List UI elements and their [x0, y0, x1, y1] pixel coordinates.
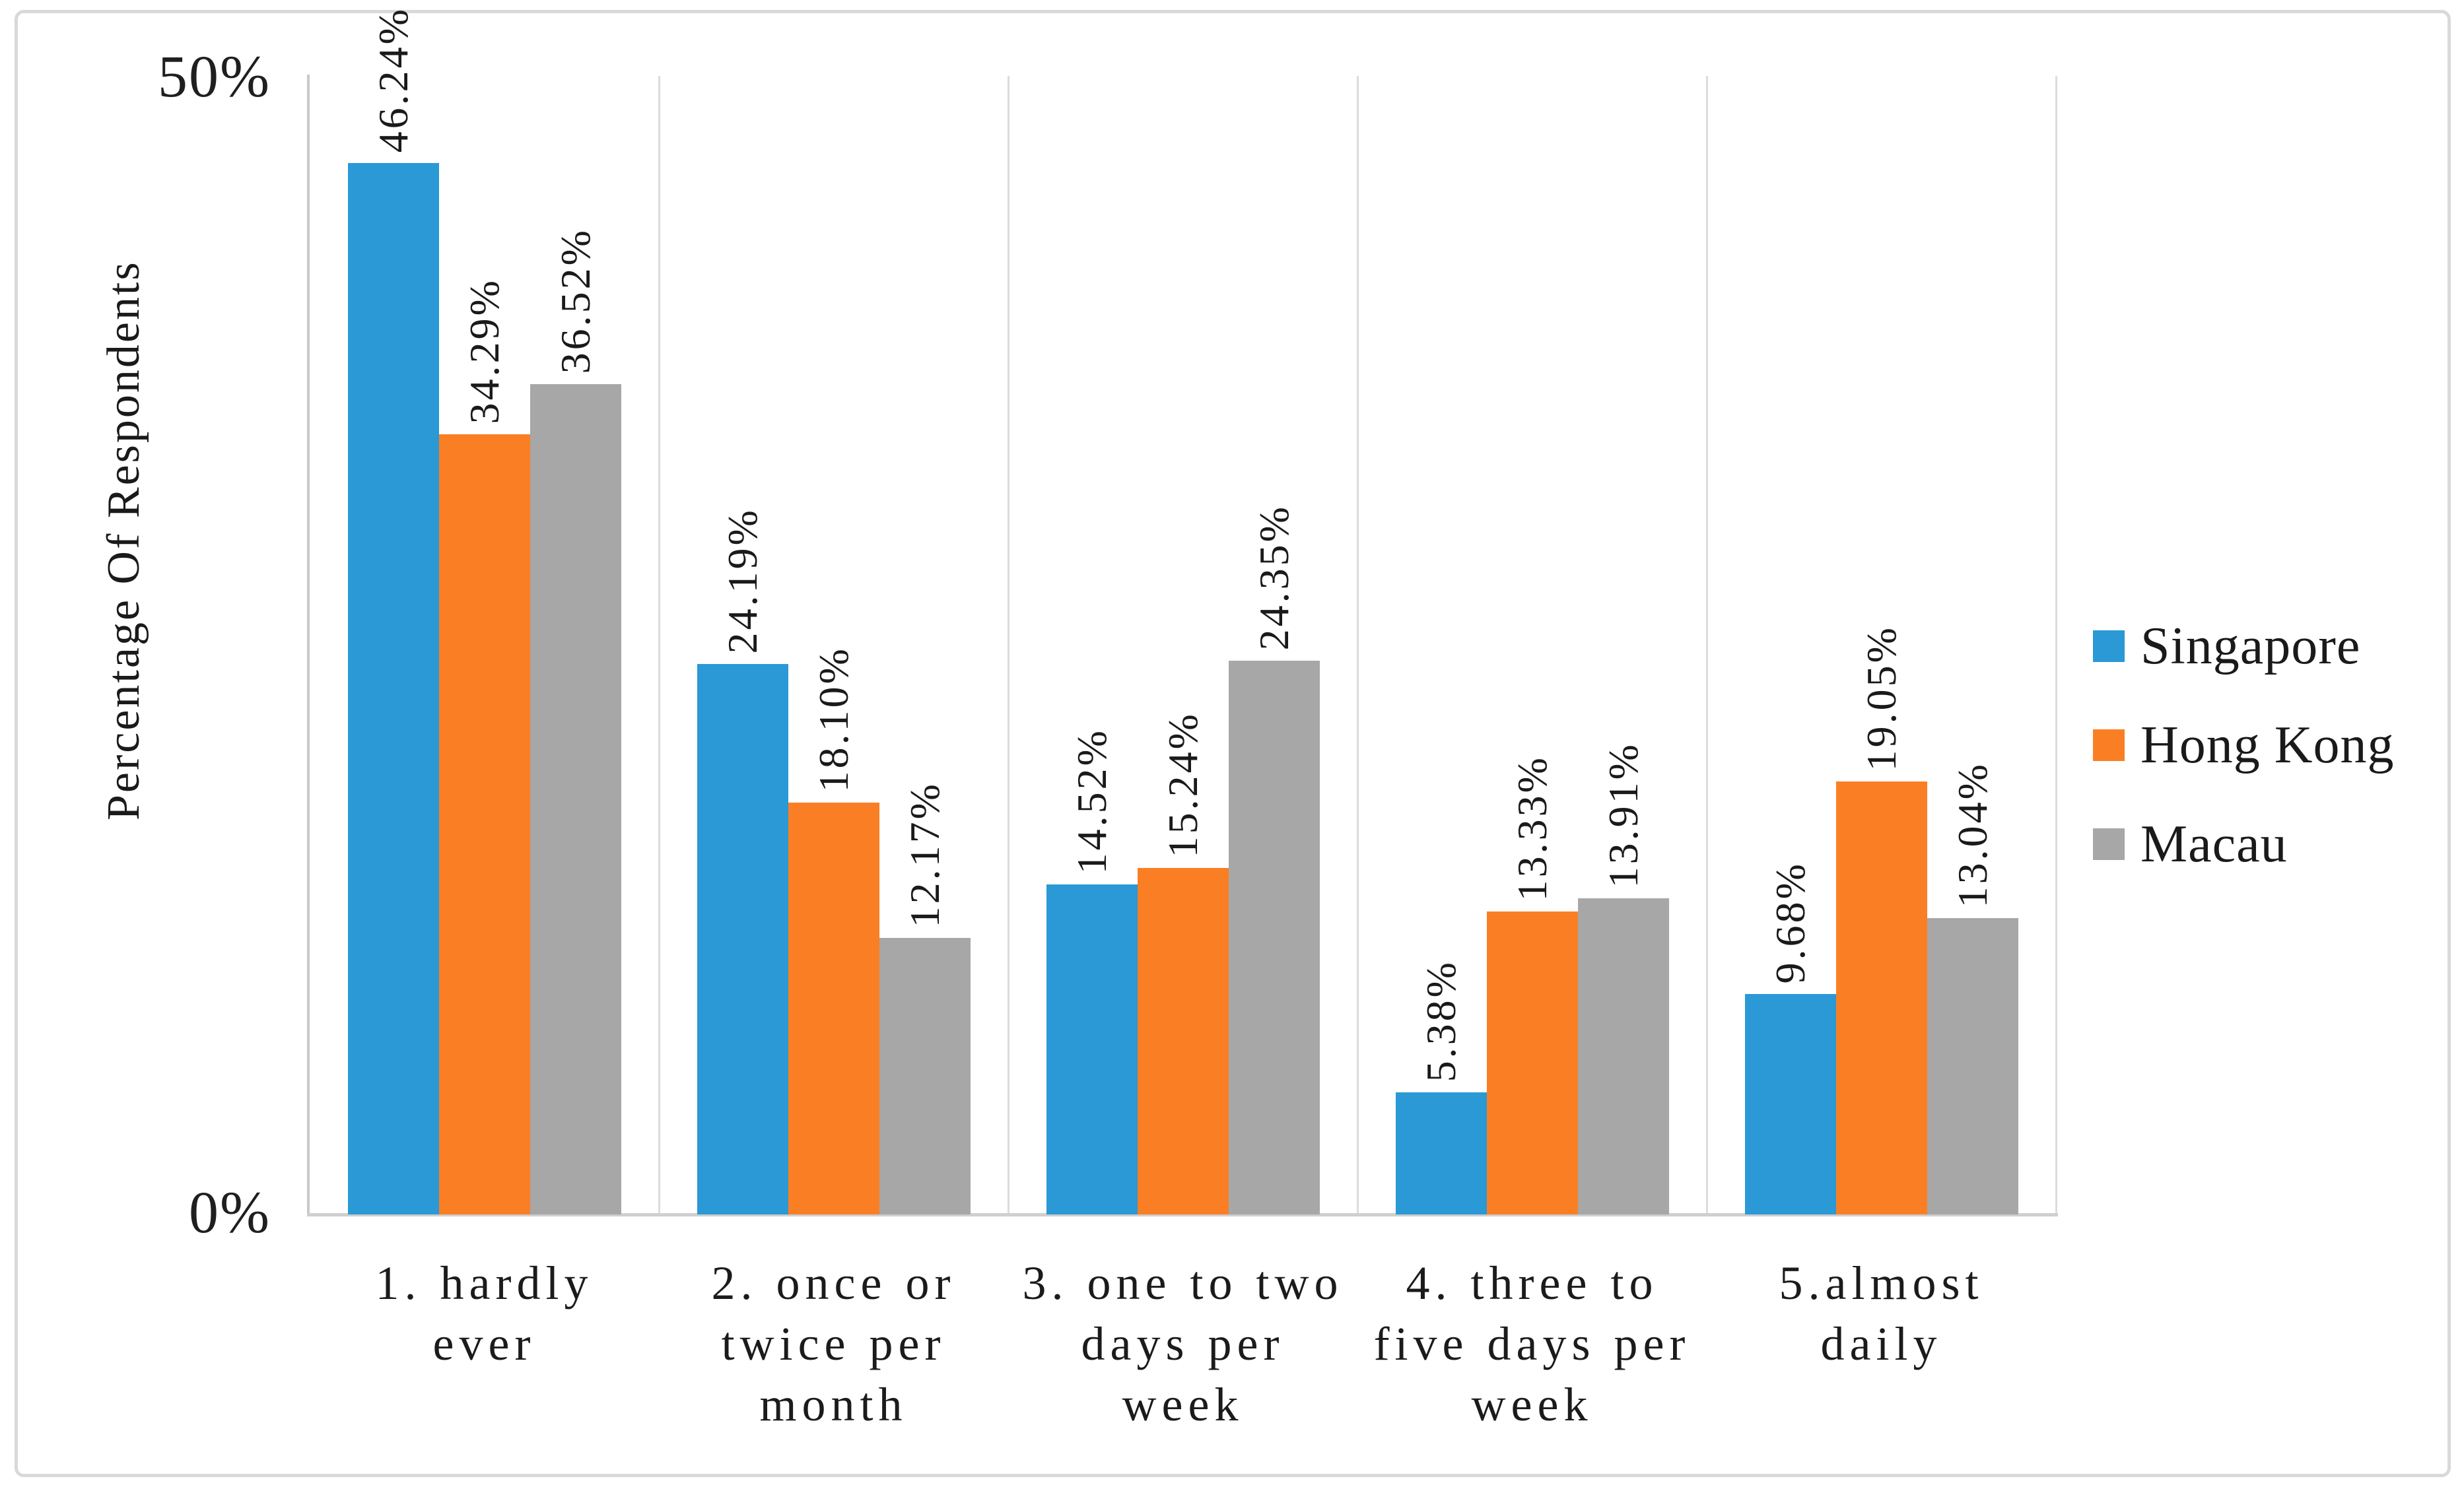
- bar-hong-kong-cat4: [1487, 912, 1578, 1214]
- legend-label: Singapore: [2140, 616, 2361, 675]
- legend-swatch-icon: [2093, 729, 2125, 761]
- legend-swatch-icon: [2093, 630, 2125, 662]
- data-label-hong-kong-cat4: 13.33%: [1509, 754, 1556, 901]
- x-category-label-2: 2. once or twice per month: [711, 1257, 956, 1431]
- bar-singapore-cat3: [1046, 884, 1138, 1214]
- x-category-label-4: 4. three to five days per week: [1373, 1257, 1691, 1431]
- bar-macau-cat3: [1229, 661, 1320, 1214]
- bar-macau-cat2: [879, 938, 971, 1214]
- category-separator-line: [658, 76, 660, 1214]
- data-label-hong-kong-cat2: 18.10%: [810, 646, 857, 792]
- y-tick-label-min: 0%: [189, 1180, 271, 1245]
- bar-hong-kong-cat3: [1138, 868, 1229, 1214]
- category-separator-line: [1357, 76, 1359, 1214]
- legend-item-singapore: Singapore: [2093, 617, 2360, 675]
- legend-label: Hong Kong: [2140, 715, 2395, 774]
- legend-label: Macau: [2140, 814, 2288, 873]
- bar-singapore-cat2: [697, 664, 788, 1214]
- legend-item-macau: Macau: [2093, 815, 2288, 873]
- plot-area: 46.24% 34.29% 36.52% 24.19% 18.10% 12.17% 14.5…: [310, 7, 2056, 1214]
- bar-singapore-cat4: [1396, 1092, 1487, 1214]
- data-label-macau-cat5: 13.04%: [1949, 761, 1996, 908]
- data-label-macau-cat2: 12.17%: [901, 781, 948, 927]
- data-label-singapore-cat4: 5.38%: [1418, 959, 1464, 1082]
- category-separator-line: [1706, 76, 1708, 1214]
- y-axis-line: [307, 75, 310, 1216]
- bar-hong-kong-cat5: [1836, 781, 1927, 1214]
- x-category-label-3: 3. one to two days per week: [1022, 1257, 1344, 1431]
- data-label-singapore-cat5: 9.68%: [1767, 861, 1814, 983]
- bar-macau-cat5: [1927, 918, 2018, 1214]
- x-category-label-5: 5.almost daily: [1779, 1257, 1984, 1370]
- bar-singapore-cat5: [1745, 994, 1836, 1214]
- legend-item-hong-kong: Hong Kong: [2093, 716, 2395, 774]
- bar-hong-kong-cat1: [439, 434, 530, 1214]
- bar-hong-kong-cat2: [788, 803, 879, 1214]
- data-label-singapore-cat1: 46.24%: [370, 6, 417, 152]
- category-separator-line: [1008, 76, 1010, 1214]
- y-axis-title: Percentage Of Respondents: [98, 260, 149, 820]
- x-axis-line: [307, 1213, 2058, 1216]
- y-tick-label-max: 50%: [158, 44, 271, 110]
- bar-macau-cat1: [530, 384, 621, 1214]
- data-label-hong-kong-cat5: 19.05%: [1858, 624, 1905, 771]
- data-label-hong-kong-cat3: 15.24%: [1159, 711, 1206, 857]
- bar-macau-cat4: [1578, 898, 1669, 1214]
- plot-right-border: [2055, 76, 2057, 1214]
- data-label-hong-kong-cat1: 34.29%: [461, 277, 508, 424]
- data-label-macau-cat3: 24.35%: [1250, 504, 1297, 650]
- legend-swatch-icon: [2093, 828, 2125, 860]
- x-category-label-1: 1. hardly ever: [375, 1257, 594, 1370]
- bar-singapore-cat1: [348, 163, 439, 1214]
- data-label-macau-cat1: 36.52%: [552, 227, 599, 374]
- data-label-macau-cat4: 13.91%: [1600, 741, 1647, 888]
- data-label-singapore-cat3: 14.52%: [1068, 727, 1115, 874]
- data-label-singapore-cat2: 24.19%: [719, 507, 766, 653]
